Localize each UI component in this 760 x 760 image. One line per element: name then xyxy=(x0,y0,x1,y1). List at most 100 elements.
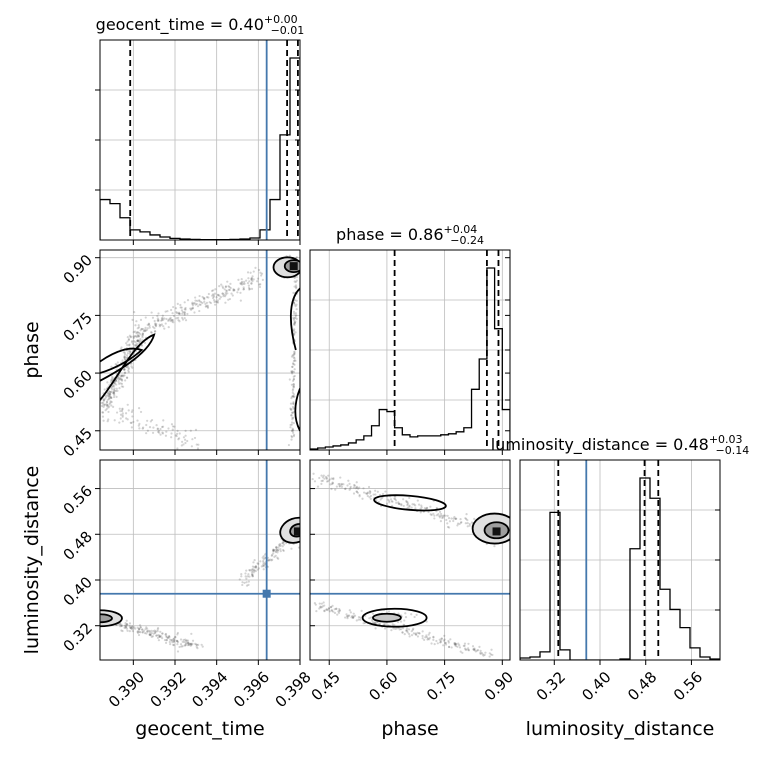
sample-point xyxy=(147,629,150,632)
sample-point xyxy=(291,365,294,368)
sample-point xyxy=(216,299,220,302)
sample-point xyxy=(128,343,131,346)
sample-point xyxy=(142,328,145,331)
sample-point xyxy=(244,572,247,575)
sample-point xyxy=(128,344,131,347)
sample-point xyxy=(110,365,113,368)
sample-point xyxy=(453,643,457,646)
sample-point xyxy=(155,634,158,637)
sample-point xyxy=(476,649,479,652)
sample-point xyxy=(221,285,224,288)
sample-point xyxy=(330,477,333,480)
sample-point xyxy=(347,614,350,617)
sample-point xyxy=(416,631,419,634)
sample-point xyxy=(106,403,109,407)
sample-point xyxy=(105,396,108,399)
sample-point xyxy=(326,608,329,612)
sample-point xyxy=(165,636,168,639)
sample-point xyxy=(172,644,176,647)
panel-title: luminosity_distance = 0.48+0.03 −0.14 xyxy=(491,433,750,457)
sample-point xyxy=(130,340,134,343)
sample-point xyxy=(473,517,476,520)
sample-point xyxy=(287,443,291,447)
sample-point xyxy=(411,628,414,631)
sample-point xyxy=(362,487,365,490)
sample-point xyxy=(435,639,438,643)
sample-point xyxy=(160,319,163,322)
sample-point xyxy=(256,280,259,283)
sample-point xyxy=(465,513,468,516)
sample-point xyxy=(407,628,411,631)
sample-point xyxy=(391,500,394,503)
sample-point xyxy=(102,419,105,422)
sample-point xyxy=(206,306,210,309)
sample-point xyxy=(120,409,124,413)
sample-point xyxy=(139,333,142,336)
sample-point xyxy=(158,634,161,637)
sample-point xyxy=(117,378,120,381)
sample-point xyxy=(425,634,428,637)
sample-point xyxy=(242,286,245,289)
sample-point xyxy=(191,302,194,306)
sample-point xyxy=(406,631,409,634)
sample-point xyxy=(348,614,351,617)
sample-point xyxy=(454,517,457,520)
sample-point xyxy=(120,374,124,377)
sample-point xyxy=(325,476,328,480)
sample-point xyxy=(144,316,147,319)
sample-point xyxy=(353,484,356,487)
sample-point xyxy=(425,506,429,510)
contour xyxy=(361,607,428,628)
sample-point xyxy=(250,278,253,281)
sample-point xyxy=(106,381,109,384)
sample-point xyxy=(466,522,469,525)
sample-point xyxy=(141,630,144,634)
sample-point xyxy=(175,317,178,320)
sample-point xyxy=(144,326,147,329)
sample-point xyxy=(293,352,296,356)
sample-point xyxy=(272,549,275,552)
sample-point xyxy=(340,483,343,486)
sample-point xyxy=(245,577,248,580)
sample-point xyxy=(164,633,167,636)
sample-point xyxy=(119,378,122,381)
sample-point xyxy=(295,256,298,259)
sample-point xyxy=(139,338,142,341)
sample-point xyxy=(444,643,448,646)
sample-point xyxy=(124,626,127,629)
sample-point xyxy=(157,319,160,322)
sample-point xyxy=(272,548,275,551)
sample-point xyxy=(168,635,171,638)
sample-point xyxy=(161,632,164,635)
sample-point xyxy=(157,429,161,432)
sample-point xyxy=(467,642,470,645)
sample-point xyxy=(321,605,324,608)
sample-point xyxy=(113,384,116,388)
sample-point xyxy=(325,608,328,611)
sample-point xyxy=(320,479,323,483)
sample-point xyxy=(446,514,449,517)
sample-point xyxy=(438,516,441,519)
joint-content xyxy=(100,460,300,660)
sample-point xyxy=(112,391,115,394)
sample-point xyxy=(292,433,296,436)
sample-point xyxy=(292,383,296,386)
sample-point xyxy=(239,299,242,302)
sample-point xyxy=(100,404,104,408)
sample-point xyxy=(276,551,279,554)
sample-point xyxy=(250,282,253,285)
sample-point xyxy=(297,546,300,549)
sample-point xyxy=(291,391,294,394)
sample-point xyxy=(260,274,263,277)
sample-point xyxy=(145,432,148,435)
sample-point xyxy=(294,331,297,334)
sample-point xyxy=(139,318,143,321)
sample-point xyxy=(161,431,164,434)
sample-point xyxy=(291,405,295,409)
sample-point xyxy=(123,358,127,361)
sample-point xyxy=(293,368,296,371)
sample-point xyxy=(374,627,377,630)
sample-point xyxy=(423,638,426,642)
sample-point xyxy=(250,568,253,571)
sample-point xyxy=(456,522,460,525)
